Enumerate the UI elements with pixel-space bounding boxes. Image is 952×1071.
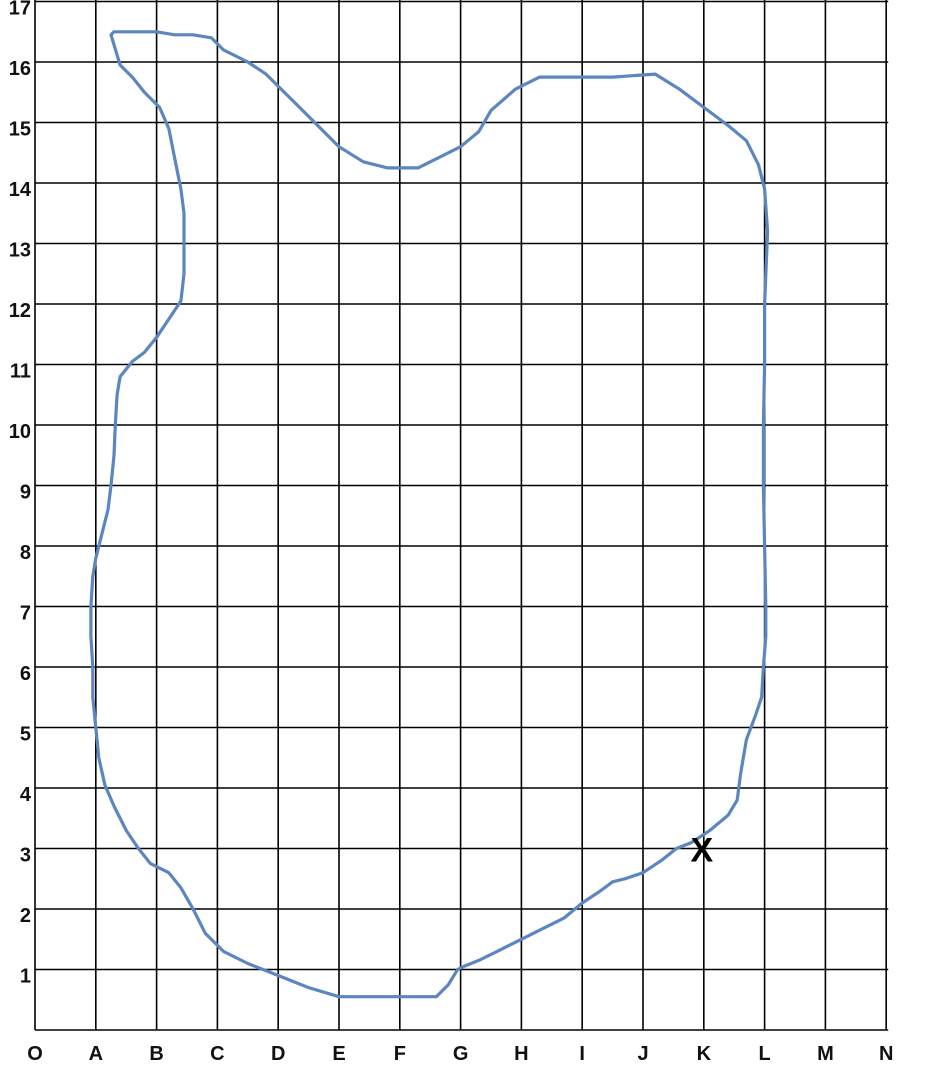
y-axis-label: 16 [9,58,31,80]
x-axis-label: J [637,1043,648,1065]
x-axis-label: F [394,1043,406,1065]
x-axis-label: C [210,1043,224,1065]
x-axis-label: B [149,1043,163,1065]
grid-lines [34,0,889,1031]
x-axis-label: O [27,1043,43,1065]
y-axis-label: 14 [9,179,32,201]
x-marker: X [690,832,713,870]
y-axis-label: 11 [10,361,31,383]
closed-outline-shape [89,30,770,999]
y-axis-label: 3 [20,845,31,867]
y-axis-label: 8 [20,542,31,564]
y-axis-label: 15 [9,119,31,141]
y-axis-label: 4 [20,784,32,806]
y-axis-label: 13 [9,240,31,262]
x-axis-label: M [817,1043,834,1065]
y-axis-label: 9 [20,482,31,504]
y-axis-label: 1 [20,966,31,988]
x-axis-label: K [697,1043,712,1065]
x-axis-label: N [879,1043,893,1065]
x-axis-label: D [271,1043,285,1065]
x-axis-label: H [514,1043,528,1065]
y-axis-label: 5 [20,724,31,746]
x-axis-label: G [453,1043,469,1065]
y-axis-label: 6 [20,663,31,685]
y-axis-label: 17 [9,0,31,20]
x-axis-label: E [332,1043,345,1065]
x-axis-label: L [758,1043,770,1065]
y-axis-label: 2 [20,905,31,927]
x-axis-label: A [89,1043,103,1065]
x-axis-label: I [579,1043,585,1065]
y-axis-label: 10 [9,421,31,443]
y-axis-label: 7 [20,603,31,625]
y-axis-label: 12 [9,300,31,322]
